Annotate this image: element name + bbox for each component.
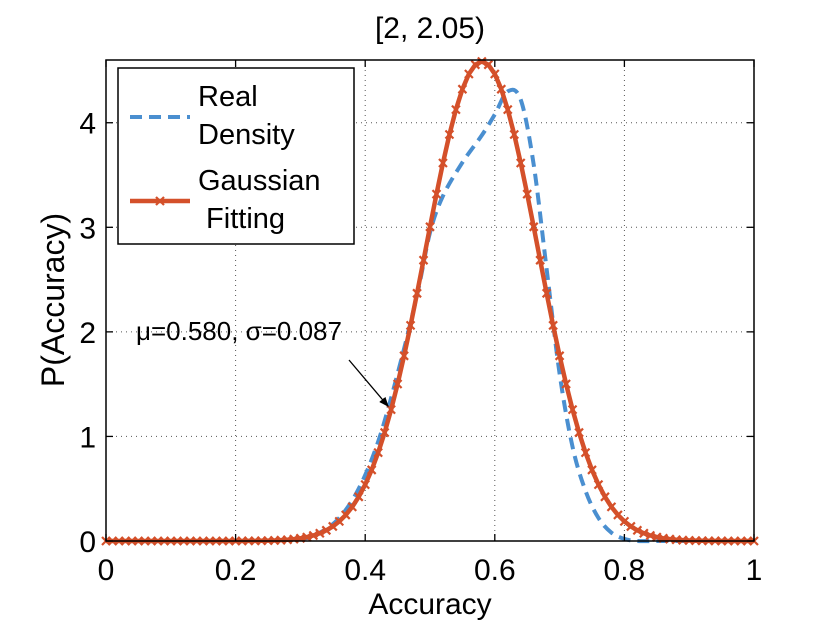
gaussian-point [315,528,325,539]
gaussian-point [600,492,610,502]
gaussian-point [593,479,604,490]
axis-ticks: 0 0.2 0.4 0.6 0.8 1 0 1 2 3 4 [79,60,762,587]
y-tick-label: 3 [79,212,96,245]
gaussian-point [580,447,591,458]
x-tick-label: 0.8 [604,554,646,587]
gaussian-point [373,447,383,458]
x-axis-label: Accuracy [368,588,491,621]
annotation-arrow [348,359,389,408]
y-tick-label: 0 [79,526,96,559]
gaussian-point [528,222,539,232]
gaussian-point [308,530,319,541]
gaussian-point [418,255,429,265]
legend-gaussian-marker [155,196,165,206]
x-tick-label: 0.4 [344,554,386,587]
y-axis-label: P(Accuracy) [35,213,71,387]
gaussian-point [470,59,481,70]
plot-series [101,56,759,546]
gaussian-point [477,56,487,67]
gaussian-point [425,222,435,232]
gaussian-point [645,530,656,541]
grid [106,60,754,541]
gaussian-point [548,320,558,331]
y-tick-label: 4 [79,108,96,141]
legend-gaussian-point [155,196,165,206]
gaussian-point [457,84,468,94]
legend-gaussian-line1: Gaussian [198,165,321,197]
gaussian-point [490,69,500,79]
x-tick-label: 0.2 [215,554,257,587]
gaussian-point [515,158,526,168]
gaussian-point [587,465,597,475]
annotation: μ=0.580, σ=0.087 [136,316,389,408]
x-tick-label: 1 [746,554,763,587]
gaussian-point [321,525,332,536]
gaussian-point [574,427,584,438]
y-tick-label: 2 [79,317,96,350]
series-real-density [105,87,754,544]
gaussian-point [496,84,507,94]
gaussian-point [541,288,552,299]
chart-title: [2, 2.05) [375,12,485,45]
gaussian-point [554,351,565,361]
gaussian-point [567,404,578,415]
gaussian-point [340,510,351,520]
x-tick-label: 0.6 [474,554,516,587]
annotation-text: μ=0.580, σ=0.087 [136,316,342,346]
gaussian-point [379,427,390,438]
gaussian-point [632,525,643,536]
gaussian-point [431,189,442,199]
gaussian-point [639,528,649,539]
gaussian-point [606,502,617,512]
gaussian-point [438,158,448,168]
gaussian-point [347,502,358,512]
gaussian-point [399,351,409,361]
gaussian-point [392,379,403,389]
gaussian-point [451,104,461,115]
x-tick-label: 0 [98,554,115,587]
gaussian-point [405,320,416,331]
legend-real-density-line2: Density [198,119,295,151]
plot-frame [105,59,755,542]
gaussian-point [626,521,636,532]
gaussian-point [366,465,377,475]
gaussian-point [509,129,520,140]
gaussian-point [302,532,312,542]
gaussian-point [360,479,370,490]
gaussian-point [444,129,455,140]
legend-gaussian-line2: Fitting [198,203,285,235]
gaussian-point [561,379,571,389]
gaussian-point [412,288,422,299]
legend-box [117,67,355,245]
gaussian-point [535,255,545,265]
legend: Real Density Gaussian Fitting [117,67,355,245]
gaussian-point [502,104,513,115]
gaussian-point [464,69,474,79]
gaussian-point [353,492,364,502]
y-tick-label: 1 [79,421,96,454]
gaussian-point [483,59,494,70]
legend-real-density-line1: Real [198,81,258,113]
gaussian-point [522,189,532,199]
